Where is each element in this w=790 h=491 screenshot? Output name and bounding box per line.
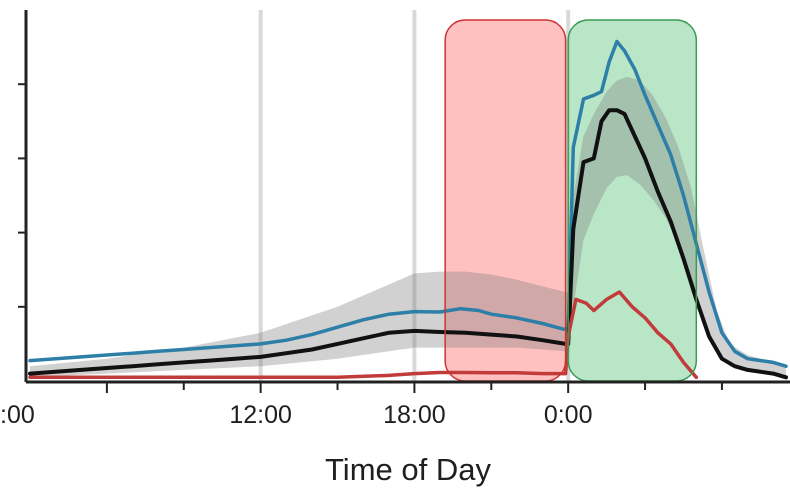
green-region <box>568 20 697 381</box>
x-axis-title: Time of Day <box>325 452 491 487</box>
x-tick-label: 0:00 <box>544 401 593 429</box>
x-tick-label: 12:00 <box>229 401 292 429</box>
x-tick-label: :00 <box>0 401 35 429</box>
axes <box>18 10 790 393</box>
series-line-lower <box>28 290 699 380</box>
highlight-regions <box>445 20 697 381</box>
x-tick-labels: :00 12:00 18:00 0:00 <box>0 401 593 429</box>
series-lines <box>28 39 788 380</box>
red-region <box>445 20 566 381</box>
series-line-upper <box>28 39 788 368</box>
x-tick-label: 18:00 <box>383 401 446 429</box>
series-line-median <box>28 108 788 380</box>
